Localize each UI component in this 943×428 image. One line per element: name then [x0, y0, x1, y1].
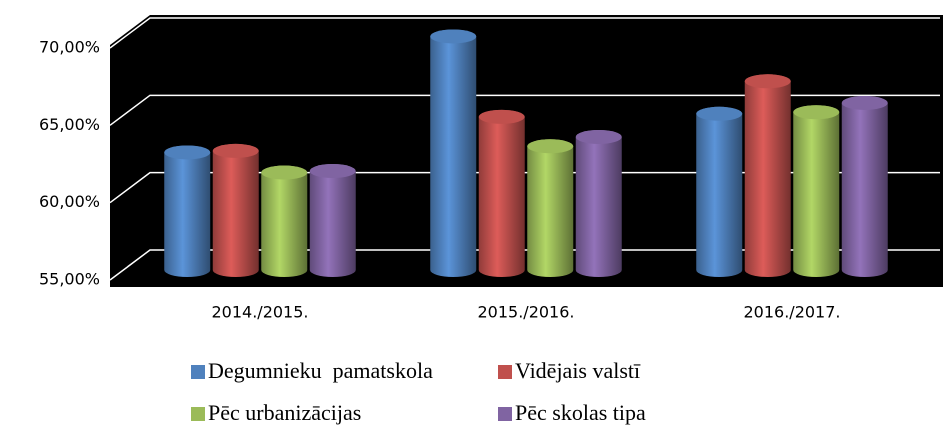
legend-swatch	[191, 365, 205, 379]
bar-cap	[261, 165, 308, 180]
bar	[309, 164, 356, 277]
bar-cap	[309, 164, 356, 179]
x-tick-label: 2015./2016.	[478, 303, 575, 322]
grid-line	[109, 171, 940, 204]
bar	[478, 109, 525, 277]
bar	[841, 95, 888, 277]
bar-cap	[527, 139, 574, 154]
bar-cap	[841, 95, 888, 110]
grid-line	[109, 249, 940, 281]
y-tick-label: 55,00%	[39, 270, 100, 289]
y-tick-label: 65,00%	[39, 115, 100, 134]
bar	[744, 74, 791, 277]
bar	[430, 29, 477, 277]
bar	[696, 106, 743, 277]
bar-cap	[575, 129, 622, 144]
x-tick-label: 2016./2017.	[744, 303, 841, 322]
grid-line	[109, 17, 940, 49]
legend-swatch	[498, 407, 512, 421]
bar-cap	[478, 109, 525, 124]
y-tick-label: 60,00%	[39, 192, 100, 211]
bar-cap	[696, 106, 743, 121]
bar	[212, 143, 259, 277]
legend-label: Vidējais valstī	[515, 358, 641, 383]
bar-cap	[212, 143, 259, 158]
bar-cap	[744, 74, 791, 89]
legend-label: Pēc skolas tipa	[515, 400, 646, 425]
legend-label: Degumnieku pamatskola	[208, 358, 433, 383]
bar-cap	[793, 105, 840, 120]
legend-swatch	[498, 365, 512, 379]
bar	[575, 129, 622, 277]
bar-cap	[164, 145, 211, 160]
bar-cap	[430, 29, 477, 44]
y-tick-label: 70,00%	[39, 38, 100, 57]
bar	[164, 145, 211, 277]
legend-swatch	[191, 407, 205, 421]
grid-line	[109, 94, 940, 126]
bar	[793, 105, 840, 277]
legend-label: Pēc urbanizācijas	[208, 400, 361, 425]
bar	[261, 165, 308, 277]
x-tick-label: 2014./2015.	[212, 303, 309, 322]
bar	[527, 139, 574, 277]
